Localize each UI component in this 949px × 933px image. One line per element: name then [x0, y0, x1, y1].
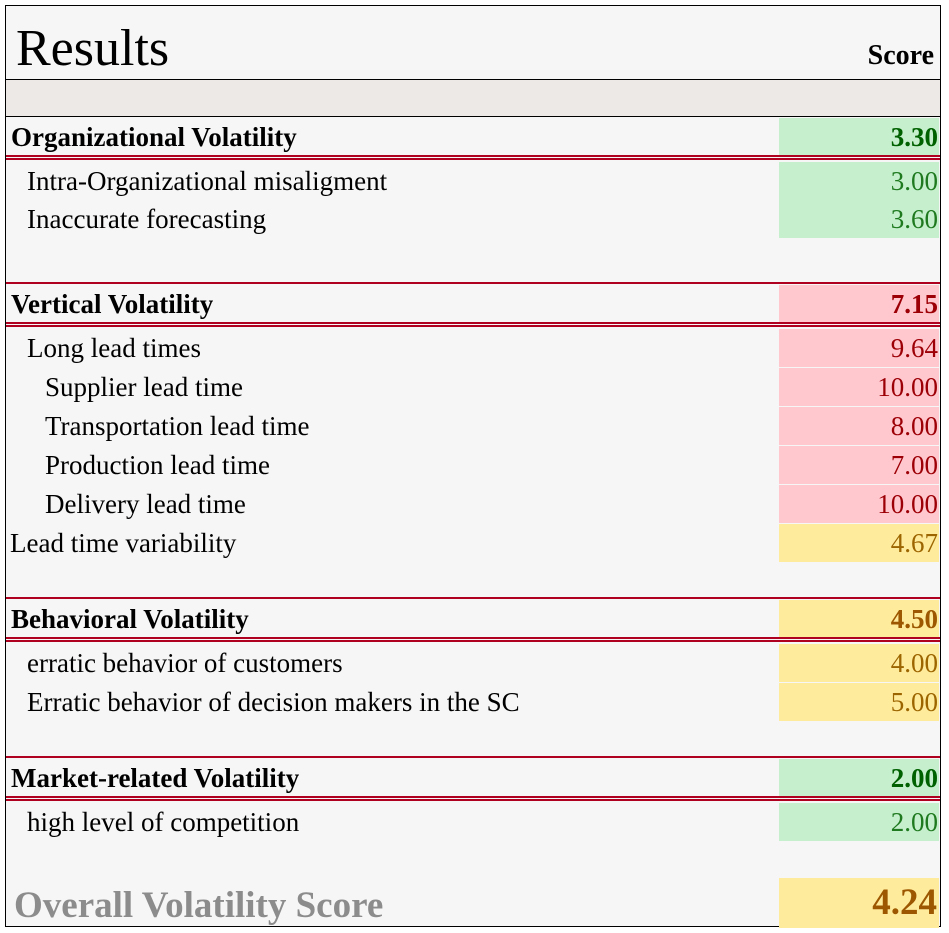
item-score: 4.00	[779, 644, 939, 682]
item-score: 3.60	[779, 200, 939, 238]
item-label: Erratic behavior of decision makers in t…	[27, 687, 520, 717]
section-divider	[6, 637, 940, 642]
section-title: Market-related Volatility	[11, 763, 300, 793]
item-score: 10.00	[779, 368, 939, 406]
section-divider	[6, 756, 940, 758]
section-header-vertical: Vertical Volatility 7.15	[6, 285, 940, 324]
item-label: Lead time variability	[10, 528, 237, 558]
list-item: Delivery lead time 10.00	[6, 485, 940, 524]
item-score: 8.00	[779, 407, 939, 445]
item-score: 4.67	[779, 524, 939, 562]
section-header-behavioral: Behavioral Volatility 4.50	[6, 600, 940, 639]
section-divider	[6, 282, 940, 284]
item-score: 5.00	[779, 683, 939, 721]
item-label: Inaccurate forecasting	[27, 204, 267, 234]
section-score: 7.15	[779, 285, 939, 323]
item-label: Intra-Organizational misaligment	[27, 166, 388, 196]
overall-score-value: 4.24	[779, 878, 939, 928]
item-label: high level of competition	[27, 807, 300, 837]
list-item: Erratic behavior of decision makers in t…	[6, 683, 940, 722]
item-score: 10.00	[779, 485, 939, 523]
section-title: Organizational Volatility	[11, 122, 297, 152]
item-score: 7.00	[779, 446, 939, 484]
list-item: high level of competition 2.00	[6, 803, 940, 842]
header-band	[6, 79, 940, 117]
list-item: Production lead time 7.00	[6, 446, 940, 485]
item-label: Long lead times	[27, 333, 201, 363]
list-item: Supplier lead time 10.00	[6, 368, 940, 407]
item-score: 9.64	[779, 329, 939, 367]
list-item: Long lead times 9.64	[6, 329, 940, 368]
section-divider	[6, 597, 940, 599]
section-divider	[6, 796, 940, 801]
item-label: Production lead time	[45, 450, 270, 480]
item-label: Transportation lead time	[45, 411, 310, 441]
item-label: Supplier lead time	[45, 372, 243, 402]
item-label: Delivery lead time	[45, 489, 246, 519]
section-score: 4.50	[779, 600, 939, 638]
list-item: Lead time variability 4.67	[6, 524, 940, 563]
section-divider	[6, 322, 940, 327]
page-title: Results	[16, 20, 170, 77]
item-label: erratic behavior of customers	[27, 648, 343, 678]
list-item: Intra-Organizational misaligment 3.00	[6, 162, 940, 201]
section-score: 3.30	[779, 118, 939, 156]
overall-score-label: Overall Volatility Score	[14, 885, 384, 926]
section-title: Behavioral Volatility	[11, 604, 249, 634]
list-item: Transportation lead time 8.00	[6, 407, 940, 446]
section-title: Vertical Volatility	[11, 289, 214, 319]
section-header-organizational: Organizational Volatility 3.30	[6, 118, 940, 157]
list-item: erratic behavior of customers 4.00	[6, 644, 940, 683]
section-header-market: Market-related Volatility 2.00	[6, 759, 940, 798]
item-score: 3.00	[779, 162, 939, 200]
results-panel: Results Score Organizational Volatility …	[5, 5, 941, 928]
item-score: 2.00	[779, 803, 939, 841]
list-item: Inaccurate forecasting 3.60	[6, 200, 940, 239]
score-column-header: Score	[867, 40, 934, 71]
section-score: 2.00	[779, 759, 939, 797]
section-divider	[6, 155, 940, 160]
